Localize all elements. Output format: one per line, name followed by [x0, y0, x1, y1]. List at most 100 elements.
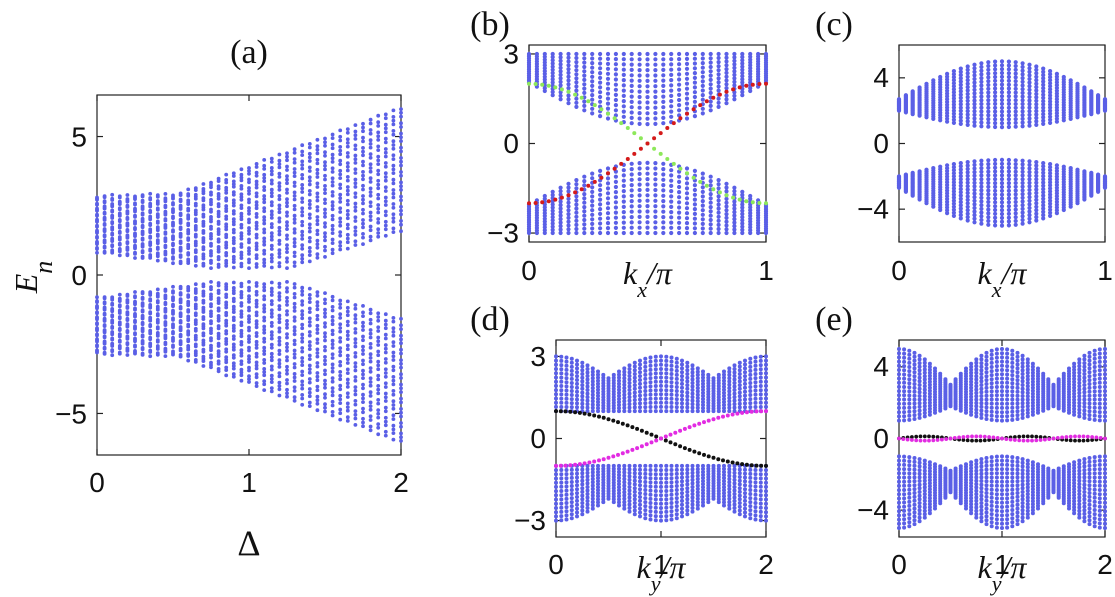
bulk-point	[307, 212, 312, 217]
bulk-point	[247, 348, 251, 353]
bulk-point	[178, 225, 183, 230]
bulk-point	[999, 70, 1005, 76]
bulk-point	[999, 169, 1005, 174]
bulk-point	[669, 501, 674, 505]
bulk-point	[338, 417, 343, 422]
bulk-point	[209, 338, 213, 343]
bulk-point	[580, 471, 585, 476]
bulk-point	[353, 215, 358, 220]
bulk-point	[617, 375, 621, 380]
bulk-point	[1034, 170, 1039, 175]
bulk-point	[951, 111, 957, 116]
bulk-point	[596, 482, 600, 487]
bulk-point	[653, 497, 658, 502]
bulk-point	[338, 407, 343, 412]
bulk-point	[638, 502, 642, 507]
bulk-point	[209, 180, 213, 185]
bulk-point	[102, 324, 107, 328]
bulk-point	[376, 217, 381, 221]
bulk-point	[1006, 63, 1012, 68]
bulk-point	[558, 72, 563, 77]
bulk-point	[637, 78, 642, 83]
bulk-point	[361, 386, 365, 391]
bulk-point	[700, 194, 705, 199]
bulk-point	[661, 67, 666, 72]
bulk-point	[700, 93, 705, 98]
bulk-point	[102, 210, 107, 215]
bulk-point	[621, 215, 626, 220]
bulk-point	[307, 249, 312, 254]
bulk-point	[376, 398, 381, 402]
bulk-point	[399, 341, 403, 346]
bulk-point	[383, 312, 388, 317]
bulk-point	[582, 60, 587, 65]
edge-point-green	[764, 201, 768, 206]
bulk-point	[664, 354, 669, 359]
bulk-point	[163, 302, 168, 307]
bulk-point	[910, 193, 915, 198]
bulk-point	[224, 305, 229, 310]
bulk-point	[1013, 211, 1018, 216]
bulk-point	[361, 400, 365, 404]
bulk-point	[315, 208, 320, 213]
bulk-point	[399, 382, 403, 387]
bulk-point	[643, 463, 648, 468]
bulk-point	[692, 71, 698, 76]
bulk-point	[1020, 90, 1025, 95]
bulk-point	[345, 175, 350, 179]
bulk-point	[277, 248, 282, 253]
bulk-point	[605, 81, 611, 86]
bulk-point	[617, 403, 621, 407]
bulk-point	[315, 161, 320, 166]
bulk-point	[674, 488, 679, 492]
bulk-point	[661, 51, 666, 57]
bulk-point	[1048, 69, 1053, 74]
bulk-point	[550, 227, 555, 232]
bulk-point	[285, 335, 289, 340]
bulk-point	[637, 111, 642, 116]
bulk-point	[338, 196, 343, 201]
bulk-point	[361, 197, 365, 202]
bulk-point	[254, 206, 259, 211]
bulk-point	[254, 372, 259, 377]
bulk-point	[300, 302, 305, 307]
bulk-point	[368, 376, 373, 381]
bulk-point	[611, 494, 616, 499]
bulk-point	[979, 221, 984, 226]
bulk-point	[186, 187, 191, 192]
bulk-point	[277, 255, 282, 259]
bulk-point	[638, 487, 642, 492]
bulk-point	[951, 90, 957, 95]
bulk-point	[368, 369, 373, 374]
bulk-point	[664, 371, 669, 376]
bulk-point	[95, 201, 99, 206]
bulk-point	[254, 304, 259, 309]
bulk-point	[148, 305, 153, 310]
bulk-point	[965, 184, 970, 189]
bulk-point	[383, 429, 388, 434]
bulk-point	[677, 200, 682, 205]
panel-a-xlabel: Δ	[237, 523, 260, 563]
bulk-point	[564, 396, 569, 401]
bulk-point	[1041, 174, 1046, 179]
bulk-point	[677, 205, 682, 210]
bulk-point	[542, 208, 547, 213]
bulk-point	[383, 199, 388, 204]
bulk-point	[345, 154, 350, 159]
bulk-point	[605, 226, 611, 231]
bulk-point	[1089, 193, 1094, 198]
bulk-point	[999, 82, 1005, 87]
bulk-point	[269, 299, 274, 303]
bulk-point	[361, 146, 365, 150]
bulk-point	[993, 63, 998, 68]
bulk-point	[254, 381, 259, 385]
bulk-point	[965, 190, 970, 196]
bulk-point	[125, 228, 130, 232]
bulk-point	[669, 513, 674, 518]
bulk-point	[345, 246, 350, 251]
bulk-point	[330, 308, 335, 313]
bulk-point	[110, 236, 115, 241]
bulk-point	[292, 305, 297, 310]
bulk-point	[383, 164, 388, 169]
bulk-point	[224, 172, 229, 177]
